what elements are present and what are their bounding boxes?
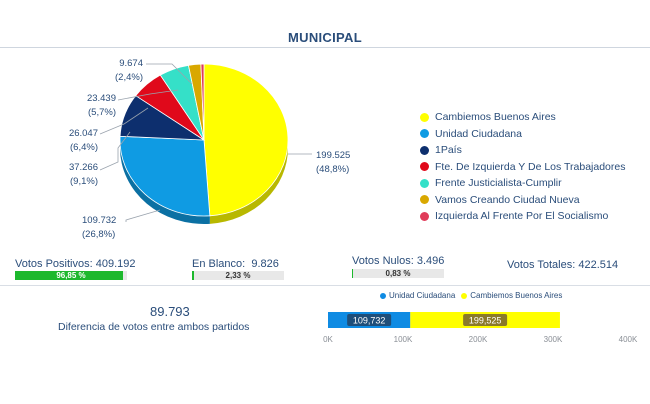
legend-label: Unidad Ciudadana <box>435 127 522 140</box>
pie-value-label: 37.266 <box>69 162 98 173</box>
legend-label: Cambiemos Buenos Aires <box>435 111 556 124</box>
legend-dot <box>420 129 429 139</box>
legend-dot <box>420 178 429 188</box>
pie-depth <box>120 140 288 225</box>
leader-line <box>117 89 179 101</box>
pie-value-label: 199.525 <box>316 150 350 161</box>
pie-value-label: 23.439 <box>87 93 116 104</box>
pie-percent-label: (9,1%) <box>70 176 98 187</box>
legend-dot <box>420 211 429 221</box>
legend-item-unidad-ciudadana[interactable]: Unidad Ciudadana <box>420 126 625 143</box>
legend-dot <box>420 112 429 122</box>
title-divider <box>0 47 650 48</box>
en-blanco-label: En Blanco: <box>192 258 246 270</box>
x-tick-label: 200K <box>469 335 488 344</box>
legend-dot <box>420 162 429 172</box>
pie-value-label: 26.047 <box>69 128 98 139</box>
pie-slice-side <box>209 140 288 224</box>
bar-data-label-bg <box>463 314 508 326</box>
bar-data-label: 199,525 <box>469 316 502 326</box>
leader-line <box>125 209 161 222</box>
pie-slice[interactable] <box>203 63 289 217</box>
pie-value-label: 9.674 <box>119 58 143 69</box>
legend-item-frente-justicialista[interactable]: Frente Justicialista-Cumplir <box>420 175 625 192</box>
legend-label: Cambiemos Buenos Aires <box>470 291 563 300</box>
votos-positivos: Votos Positivos: 409.192 <box>15 258 135 270</box>
page-title: MUNICIPAL <box>288 30 362 45</box>
pie-slice[interactable] <box>119 135 211 217</box>
legend-label: Frente Justicialista-Cumplir <box>435 177 562 190</box>
votos-positivos-value: 409.192 <box>95 258 136 270</box>
legend-item-vamos-creando[interactable]: Vamos Creando Ciudad Nueva <box>420 192 625 209</box>
bar-data-label-bg <box>347 314 392 326</box>
legend-label: Fte. De Izquierda Y De Los Trabajadores <box>435 160 626 173</box>
leader-line <box>99 107 149 135</box>
legend-label: Vamos Creando Ciudad Nueva <box>435 193 580 206</box>
pie-percent-label: (5,7%) <box>88 107 116 118</box>
pie-chart[interactable]: 199.525 (48,8%) 109.732 (26,8%) 37.266 (9,1%)… <box>0 50 400 250</box>
pie-percent-label: (48,8%) <box>316 164 349 175</box>
votos-positivos-label: Votos Positivos: <box>15 258 93 270</box>
difference-value: 89.793 <box>150 304 190 319</box>
section-divider <box>0 285 650 286</box>
legend-label: Izquierda Al Frente Por El Socialismo <box>435 210 609 223</box>
votos-nulos-label: Votos Nulos: <box>352 255 414 267</box>
en-blanco-bar: 2,33 % <box>192 271 284 280</box>
legend-label: Unidad Ciudadana <box>389 291 456 300</box>
legend-dot <box>420 195 429 205</box>
votos-totales-value: 422.514 <box>578 259 619 271</box>
legend-item-1pais[interactable]: 1País <box>420 142 625 159</box>
votos-nulos-percent: 0,83 % <box>385 269 411 278</box>
comparison-bar-chart[interactable]: 109,732 199,525 0K 100K 200K 300K 400K <box>315 306 645 346</box>
legend-item-cambiemos[interactable]: Cambiemos Buenos Aires <box>420 109 625 126</box>
en-blanco-value: 9.826 <box>251 258 279 270</box>
pie-slice[interactable] <box>200 63 205 141</box>
votos-nulos-bar: 0,83 % <box>352 269 444 278</box>
pie-value-label: 109.732 <box>82 215 116 226</box>
en-blanco: En Blanco: 9.826 <box>192 258 279 270</box>
leader-line <box>146 63 193 85</box>
x-tick-label: 0K <box>323 335 333 344</box>
pie-percent-label: (26,8%) <box>82 229 115 240</box>
votos-nulos-bar-fill <box>352 269 353 278</box>
votos-positivos-bar-fill <box>15 271 124 280</box>
pie-percent-label: (6,4%) <box>70 142 98 153</box>
comparison-legend-cambiemos[interactable]: Cambiemos Buenos Aires <box>461 291 562 300</box>
bar-data-label: 109,732 <box>353 316 386 326</box>
legend-dot <box>380 292 386 299</box>
comparison-legend-unidad[interactable]: Unidad Ciudadana <box>380 291 455 300</box>
en-blanco-bar-fill <box>192 271 195 280</box>
votos-nulos: Votos Nulos: 3.496 <box>352 255 444 267</box>
legend-label: 1País <box>435 144 462 157</box>
pie-legend: Cambiemos Buenos Aires Unidad Ciudadana … <box>420 109 625 225</box>
leader-line <box>99 131 131 171</box>
votos-positivos-percent: 96,85 % <box>56 271 86 280</box>
votos-positivos-bar: 96,85 % <box>15 271 127 280</box>
comparison-legend: Unidad Ciudadana Cambiemos Buenos Aires <box>380 291 568 300</box>
pie-percent-label: (2,4%) <box>115 72 143 83</box>
x-tick-label: 400K <box>619 335 638 344</box>
legend-item-fit[interactable]: Fte. De Izquierda Y De Los Trabajadores <box>420 159 625 176</box>
legend-dot <box>461 292 468 299</box>
x-tick-label: 100K <box>394 335 413 344</box>
votos-totales: Votos Totales: 422.514 <box>507 259 618 271</box>
votos-totales-label: Votos Totales: <box>507 259 576 271</box>
difference-label: Diferencia de votos entre ambos partidos <box>58 321 250 333</box>
legend-dot <box>420 145 429 155</box>
en-blanco-percent: 2,33 % <box>225 271 251 280</box>
x-tick-label: 300K <box>544 335 563 344</box>
legend-item-izquierda-al-frente[interactable]: Izquierda Al Frente Por El Socialismo <box>420 208 625 225</box>
votos-nulos-value: 3.496 <box>416 255 445 267</box>
